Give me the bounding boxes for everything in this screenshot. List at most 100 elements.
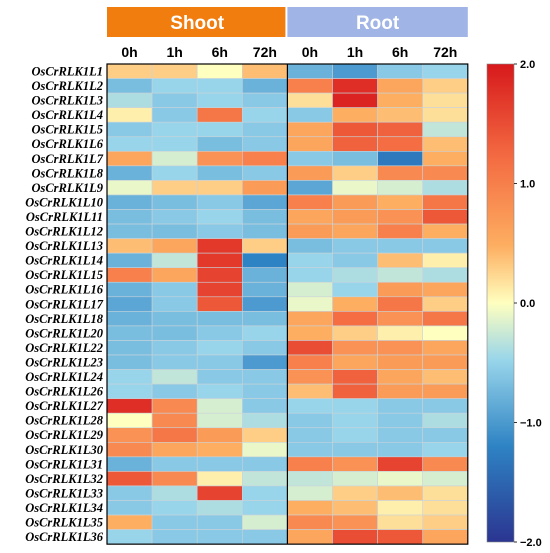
heatmap-cell bbox=[151, 267, 198, 283]
heatmap-cell bbox=[151, 165, 198, 181]
heatmap-cell bbox=[332, 500, 378, 516]
heatmap-cell bbox=[106, 398, 153, 414]
heatmap-cell bbox=[287, 514, 333, 530]
column-label: 6h bbox=[392, 44, 408, 60]
heatmap-cell bbox=[422, 238, 469, 254]
row-label: OsCrRLK1L35 bbox=[25, 516, 103, 530]
heatmap-cell bbox=[196, 180, 243, 196]
heatmap-cell bbox=[242, 267, 288, 283]
heatmap-cell bbox=[377, 281, 424, 298]
heatmap-cell bbox=[332, 281, 378, 298]
heatmap-cell bbox=[332, 311, 378, 327]
heatmap-cell bbox=[151, 209, 198, 225]
color-scale-legend: 2.0 1.0 0.0 −1.0 −2.0 bbox=[486, 59, 542, 549]
heatmap-cell bbox=[196, 92, 243, 108]
heatmap-cell bbox=[422, 500, 469, 516]
row-label: OsCrRLK1L30 bbox=[25, 443, 104, 457]
row-label: OsCrRLK1L14 bbox=[25, 254, 103, 268]
heatmap-cell bbox=[242, 296, 288, 312]
heatmap-cell bbox=[196, 267, 243, 283]
row-label: OsCrRLK1L1 bbox=[31, 64, 103, 78]
heatmap-cell bbox=[332, 63, 378, 79]
heatmap-cell bbox=[242, 78, 288, 94]
heatmap-cell bbox=[151, 121, 198, 138]
heatmap-cell bbox=[242, 121, 288, 138]
heatmap-cell bbox=[422, 311, 469, 327]
heatmap-cell bbox=[287, 427, 333, 443]
heatmap-cell bbox=[151, 398, 198, 414]
colorbar-tick-label: 0.0 bbox=[520, 298, 535, 310]
heatmap-cell bbox=[422, 165, 469, 181]
row-label: OsCrRLK1L18 bbox=[25, 312, 104, 326]
heatmap-cell bbox=[287, 398, 333, 414]
row-label: OsCrRLK1L7 bbox=[31, 152, 103, 166]
row-label: OsCrRLK1L13 bbox=[25, 239, 103, 253]
heatmap-cell bbox=[196, 194, 243, 210]
heatmap-cell bbox=[332, 398, 378, 414]
heatmap-cell bbox=[242, 311, 288, 327]
heatmap-cells bbox=[106, 63, 469, 545]
heatmap-cell bbox=[242, 383, 288, 399]
heatmap-cell bbox=[422, 412, 469, 429]
column-label: 0h bbox=[302, 44, 318, 60]
heatmap-cell bbox=[332, 107, 378, 123]
heatmap-cell bbox=[106, 223, 153, 239]
heatmap-cell bbox=[196, 514, 243, 530]
heatmap-cell bbox=[196, 340, 243, 356]
heatmap-cell bbox=[106, 369, 153, 385]
row-label: OsCrRLK1L17 bbox=[25, 297, 104, 311]
heatmap-cell bbox=[422, 325, 469, 341]
heatmap-cell bbox=[332, 136, 378, 152]
heatmap-cell bbox=[106, 529, 153, 545]
heatmap-cell bbox=[196, 223, 243, 239]
heatmap-cell bbox=[332, 78, 378, 94]
heatmap-cell bbox=[422, 427, 469, 443]
row-label: OsCrRLK1L5 bbox=[31, 123, 103, 137]
heatmap-cell bbox=[377, 296, 424, 312]
heatmap-cell bbox=[242, 456, 288, 472]
row-label: OsCrRLK1L23 bbox=[25, 355, 103, 369]
heatmap-cell bbox=[242, 136, 288, 152]
heatmap-cell bbox=[151, 456, 198, 472]
heatmap-cell bbox=[287, 209, 333, 225]
heatmap-cell bbox=[242, 398, 288, 414]
heatmap-cell bbox=[422, 121, 469, 138]
heatmap-cell bbox=[287, 252, 333, 268]
colorbar-gradient bbox=[486, 63, 515, 543]
heatmap-cell bbox=[287, 485, 333, 501]
heatmap-cell bbox=[151, 107, 198, 123]
heatmap-cell bbox=[377, 209, 424, 225]
heatmap-cell bbox=[151, 441, 198, 458]
heatmap-cell bbox=[196, 136, 243, 152]
heatmap-cell bbox=[332, 238, 378, 254]
heatmap-cell bbox=[196, 311, 243, 327]
heatmap-cell bbox=[377, 121, 424, 138]
heatmap-cell bbox=[151, 340, 198, 356]
heatmap-cell bbox=[242, 412, 288, 429]
heatmap-cell bbox=[196, 369, 243, 385]
heatmap-cell bbox=[242, 238, 288, 254]
row-label: OsCrRLK1L12 bbox=[25, 225, 103, 239]
heatmap-cell bbox=[287, 136, 333, 152]
row-label: OsCrRLK1L2 bbox=[31, 79, 103, 93]
heatmap-cell bbox=[151, 369, 198, 385]
heatmap-cell bbox=[377, 340, 424, 356]
heatmap-cell bbox=[422, 107, 469, 123]
heatmap-cell bbox=[422, 369, 469, 385]
group-headers: Shoot Root bbox=[107, 7, 468, 37]
column-label: 0h bbox=[121, 44, 137, 60]
heatmap-cell bbox=[196, 121, 243, 138]
heatmap-cell bbox=[377, 456, 424, 472]
heatmap-cell bbox=[287, 441, 333, 458]
heatmap-cell bbox=[422, 354, 469, 370]
heatmap-cell bbox=[422, 456, 469, 472]
column-labels: 0h 1h 6h 72h 0h 1h 6h 72h bbox=[121, 44, 457, 60]
heatmap-cell bbox=[287, 238, 333, 254]
heatmap-cell bbox=[196, 529, 243, 545]
heatmap-cell bbox=[332, 325, 378, 341]
heatmap-cell bbox=[332, 223, 378, 239]
row-label: OsCrRLK1L11 bbox=[26, 210, 103, 224]
colorbar-tick-label: −2.0 bbox=[520, 537, 542, 549]
heatmap-cell bbox=[287, 151, 333, 167]
row-label: OsCrRLK1L36 bbox=[25, 530, 104, 544]
